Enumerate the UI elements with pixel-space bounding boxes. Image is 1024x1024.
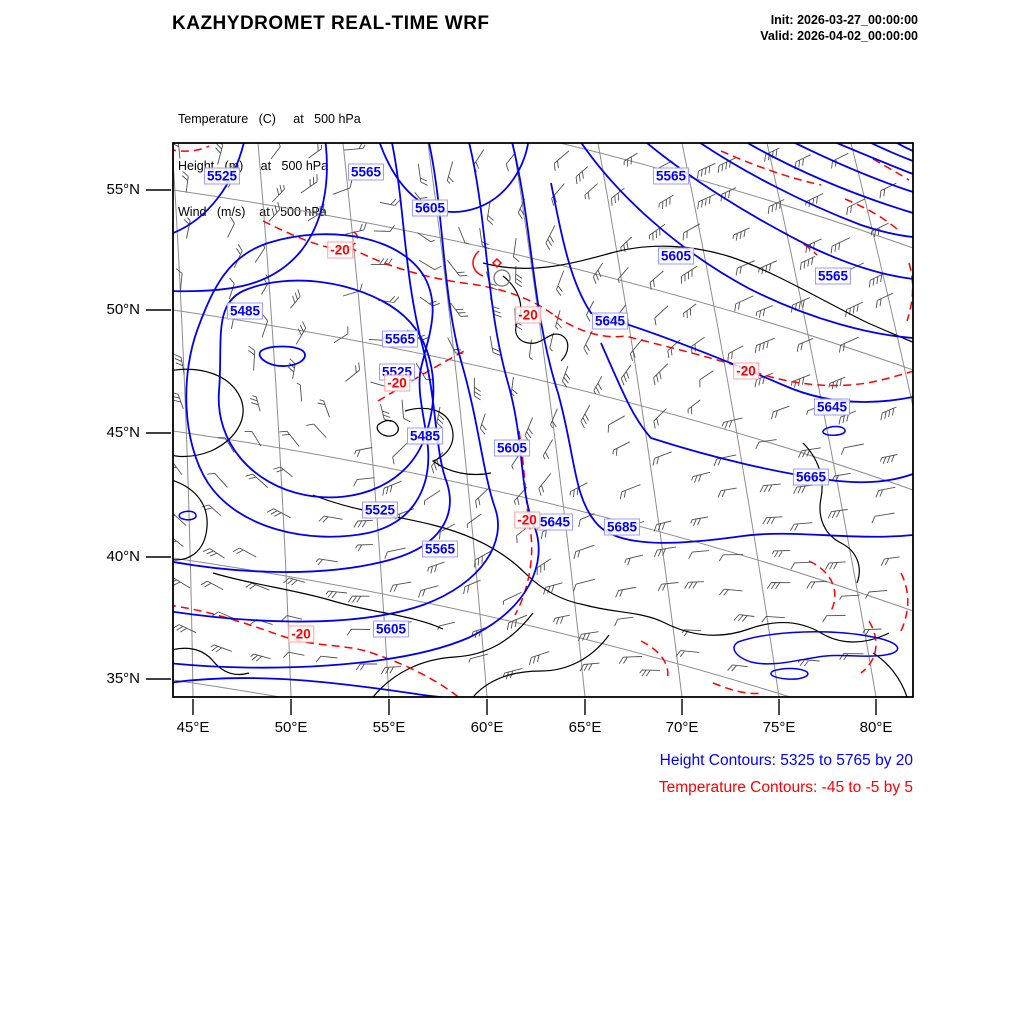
height-contour-label: 5645 xyxy=(591,312,629,330)
height-contour-label: 5565 xyxy=(814,267,852,285)
height-contours xyxy=(173,143,913,697)
height-contour-label: 5485 xyxy=(406,427,444,445)
lat-tick-label: 35°N xyxy=(106,670,140,687)
lat-tick-label: 50°N xyxy=(106,301,140,318)
lat-tick-label: 55°N xyxy=(106,181,140,198)
lon-tick-label: 70°E xyxy=(665,719,699,736)
axis-ticks xyxy=(146,189,877,715)
height-contour-label: 5645 xyxy=(536,513,574,531)
height-contour-label: 5525 xyxy=(203,167,241,185)
temperature-contours xyxy=(173,145,913,697)
temp-contour-label: -20 xyxy=(288,625,314,643)
height-contour-label: 5605 xyxy=(657,247,695,265)
valid-timestamp: Valid: 2026-04-02_00:00:00 xyxy=(760,29,918,43)
map-frame xyxy=(172,142,914,698)
height-contour-label: 5565 xyxy=(421,540,459,558)
height-contour-label: 5605 xyxy=(411,199,449,217)
temp-contour-label: -20 xyxy=(515,306,541,324)
temp-contour-label: -20 xyxy=(733,362,759,380)
height-contour-label: 5685 xyxy=(603,518,641,536)
lon-tick-label: 75°E xyxy=(762,719,796,736)
lat-tick-label: 45°N xyxy=(106,424,140,441)
height-contour-label: 5485 xyxy=(226,302,264,320)
height-contour-label: 5645 xyxy=(813,398,851,416)
init-timestamp: Init: 2026-03-27_00:00:00 xyxy=(770,13,918,27)
graticule-lines xyxy=(173,143,913,697)
height-contour-label: 5565 xyxy=(652,167,690,185)
page-title: KAZHYDROMET REAL-TIME WRF xyxy=(172,13,490,34)
height-contour-label: 5525 xyxy=(361,501,399,519)
temp-contour-label: -20 xyxy=(514,511,540,529)
temp-contour-label: -20 xyxy=(327,241,353,259)
parameter-temperature: Temperature (C) at 500 hPa xyxy=(178,112,361,126)
height-contour-label: 5565 xyxy=(381,330,419,348)
height-contour-label: 5605 xyxy=(493,439,531,457)
height-contour-label: 5605 xyxy=(372,620,410,638)
lat-tick-label: 40°N xyxy=(106,548,140,565)
temperature-contour-legend: Temperature Contours: -45 to -5 by 5 xyxy=(658,779,913,796)
height-contour-legend: Height Contours: 5325 to 5765 by 20 xyxy=(659,752,913,769)
lon-tick-label: 50°E xyxy=(274,719,308,736)
lon-tick-label: 60°E xyxy=(470,719,504,736)
lon-tick-label: 65°E xyxy=(568,719,602,736)
lon-tick-label: 55°E xyxy=(372,719,406,736)
height-contour-label: 5565 xyxy=(347,163,385,181)
wind-barbs xyxy=(173,143,900,680)
run-timestamps: Init: 2026-03-27_00:00:00 Valid: 2026-04… xyxy=(618,12,918,44)
calm-wind-station-icon xyxy=(493,269,511,287)
height-contour-label: 5665 xyxy=(792,468,830,486)
lon-tick-label: 45°E xyxy=(176,719,210,736)
parameter-wind: Wind (m/s) at 500 hPa xyxy=(178,205,327,219)
lon-tick-label: 80°E xyxy=(859,719,893,736)
temp-contour-label: -20 xyxy=(384,374,410,392)
